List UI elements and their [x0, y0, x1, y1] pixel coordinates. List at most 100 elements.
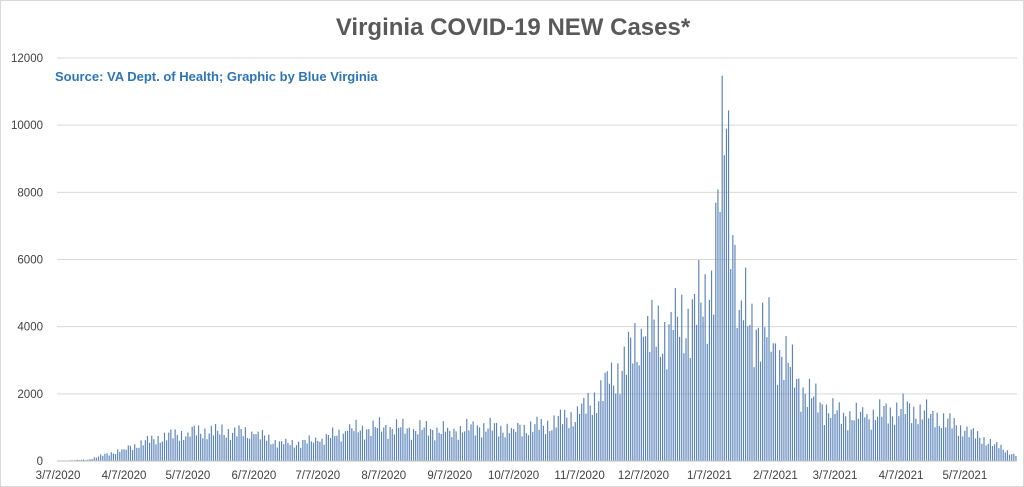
bar	[644, 336, 647, 461]
bar	[472, 421, 474, 461]
bar	[532, 431, 534, 461]
bar	[998, 448, 1000, 461]
bar	[447, 427, 449, 461]
bar	[225, 437, 227, 461]
bar	[80, 459, 83, 461]
bar	[515, 431, 517, 461]
bar	[717, 189, 719, 461]
bar	[779, 350, 781, 461]
bar	[146, 435, 149, 461]
x-tick-label: 8/7/2020	[361, 470, 406, 482]
bar	[221, 424, 223, 461]
bar	[287, 442, 289, 461]
bar	[308, 435, 310, 461]
bar	[89, 459, 91, 461]
bar	[1011, 454, 1013, 461]
bar	[876, 416, 879, 461]
bar	[574, 422, 576, 461]
bar	[911, 423, 913, 461]
bar	[585, 413, 587, 461]
chart-title: Virginia COVID-19 NEW Cases*	[336, 14, 691, 41]
bar	[527, 435, 530, 461]
bar	[466, 418, 468, 461]
bar	[581, 403, 583, 461]
bar	[894, 424, 896, 461]
bar	[679, 336, 681, 461]
bar	[664, 321, 666, 461]
bar	[723, 155, 725, 461]
bar	[568, 428, 570, 461]
y-tick-label: 12000	[11, 53, 43, 65]
bar	[470, 424, 472, 461]
x-tick-label: 9/7/2020	[427, 470, 472, 482]
bar	[947, 418, 949, 461]
bar	[1002, 449, 1004, 461]
bar	[217, 430, 219, 461]
bar	[125, 449, 127, 461]
bar	[940, 428, 943, 461]
bar	[906, 401, 908, 461]
bar	[630, 337, 632, 461]
bar	[842, 412, 845, 461]
bar	[547, 420, 549, 461]
bar	[600, 380, 602, 461]
bar	[114, 454, 117, 461]
bar	[596, 413, 598, 461]
x-axis: 3/7/2020 4/7/2020 5/7/2020 6/7/2020 7/7/2020…	[36, 460, 1017, 482]
bar	[219, 434, 221, 461]
bar	[638, 365, 640, 461]
bar	[742, 320, 745, 461]
bar	[561, 424, 564, 461]
bar	[866, 414, 868, 461]
bar	[315, 437, 317, 461]
bar	[412, 429, 415, 461]
bar	[651, 299, 653, 461]
bar	[155, 444, 157, 461]
bar	[796, 378, 798, 461]
bar	[666, 369, 668, 461]
bar	[100, 454, 102, 461]
bar	[104, 453, 106, 461]
bar	[163, 432, 166, 461]
bar	[649, 351, 651, 461]
bar	[966, 426, 968, 461]
bar	[991, 446, 994, 461]
bar	[455, 431, 457, 461]
bar	[495, 422, 498, 461]
bar	[953, 418, 955, 461]
bar	[806, 407, 808, 461]
bar	[487, 428, 489, 461]
bar	[989, 439, 991, 461]
bar	[489, 417, 491, 461]
bar	[791, 344, 794, 461]
bar	[736, 328, 738, 461]
bars	[57, 75, 1017, 462]
bar	[762, 302, 764, 461]
bar	[727, 110, 730, 461]
bar	[938, 426, 940, 461]
bar	[244, 427, 246, 461]
bar	[659, 357, 662, 461]
bar	[900, 408, 902, 461]
bar	[955, 425, 957, 461]
bar	[811, 398, 813, 461]
bar	[408, 427, 410, 461]
bar	[981, 443, 983, 461]
bar	[502, 432, 504, 461]
x-tick-label: 11/7/2020	[554, 470, 604, 482]
bar	[227, 428, 229, 461]
bar	[395, 419, 398, 461]
bar	[625, 374, 627, 461]
bar	[617, 363, 619, 461]
x-tick-label: 4/7/2020	[102, 470, 147, 482]
x-tick-label: 3/7/2020	[36, 470, 81, 482]
x-tick-label: 1/7/2021	[687, 470, 732, 482]
bar	[708, 299, 710, 461]
bar	[391, 428, 393, 461]
gridlines	[57, 57, 1017, 395]
bar	[662, 353, 664, 461]
bar	[255, 434, 257, 461]
bar	[366, 429, 368, 461]
bar	[298, 441, 300, 461]
